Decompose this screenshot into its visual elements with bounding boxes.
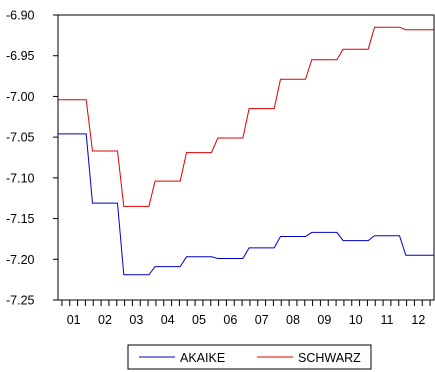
legend: AKAIKE SCHWARZ	[127, 344, 372, 370]
x-tick-label: 09	[317, 313, 331, 327]
series-line-akaike	[58, 133, 434, 276]
series-layer	[58, 26, 434, 276]
legend-label: SCHWARZ	[298, 351, 361, 365]
x-axis: 01 02 03 04 05 06 07 08 09 10 11 12	[61, 300, 431, 327]
x-tick-label: 07	[255, 313, 269, 327]
x-tick-label: 10	[349, 313, 363, 327]
y-tick-label: -7.05	[6, 131, 35, 145]
y-tick-label: -7.15	[6, 212, 35, 226]
x-tick-label: 12	[411, 313, 425, 327]
series-line-schwarz	[58, 26, 434, 207]
x-tick-label: 11	[381, 313, 394, 327]
x-tick-label: 01	[67, 313, 81, 327]
y-tick-label: -7.20	[6, 253, 35, 267]
x-tick-label: 04	[161, 313, 175, 327]
y-tick-label: -7.10	[6, 171, 35, 185]
x-tick-label: 02	[98, 313, 112, 327]
x-tick-label: 06	[223, 313, 237, 327]
y-tick-label: -7.00	[6, 90, 35, 104]
y-axis: -6.90 -6.95 -7.00 -7.05 -7.10 -7.15 -7.20 -7.25	[6, 9, 58, 308]
legend-label: AKAIKE	[180, 351, 225, 365]
x-tick-label: 08	[286, 313, 300, 327]
plot-area	[57, 14, 435, 301]
x-tick-label: 05	[192, 313, 206, 327]
x-tick-label: 03	[129, 313, 143, 327]
y-tick-label: -6.95	[6, 49, 35, 63]
y-tick-label: -6.90	[6, 9, 35, 23]
y-tick-label: -7.25	[6, 294, 35, 308]
